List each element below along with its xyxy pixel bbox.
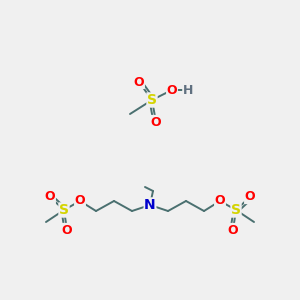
Text: S: S <box>147 93 157 107</box>
Text: O: O <box>167 83 177 97</box>
Text: O: O <box>62 224 72 236</box>
Text: S: S <box>231 203 241 217</box>
Text: H: H <box>183 83 193 97</box>
Text: O: O <box>151 116 161 128</box>
Text: O: O <box>228 224 238 236</box>
Text: O: O <box>75 194 85 208</box>
Text: O: O <box>45 190 55 203</box>
Text: O: O <box>245 190 255 203</box>
Text: O: O <box>134 76 144 88</box>
Text: O: O <box>215 194 225 208</box>
Text: N: N <box>144 198 156 212</box>
Text: S: S <box>59 203 69 217</box>
